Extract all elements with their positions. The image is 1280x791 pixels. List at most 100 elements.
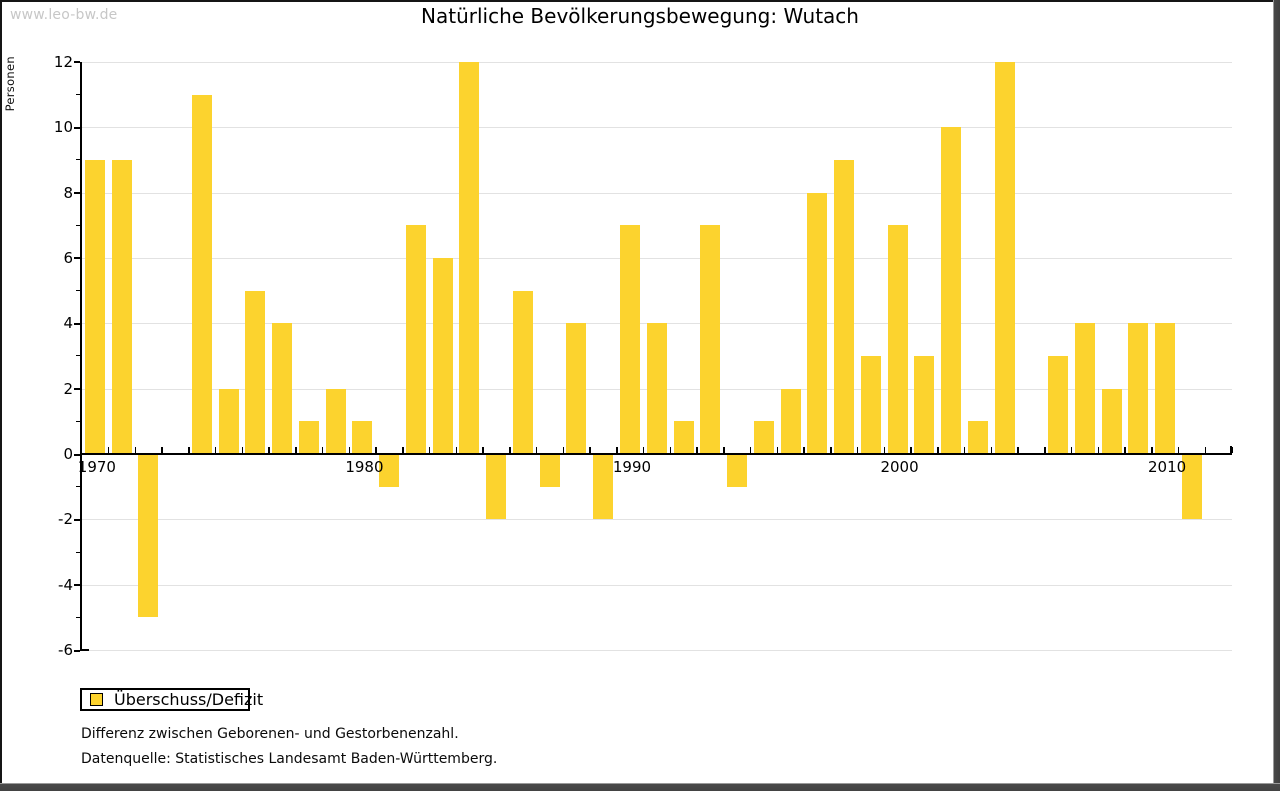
x-tick [134, 447, 136, 453]
y-tick-label: 4 [63, 314, 73, 333]
legend-swatch [90, 693, 103, 706]
x-tick [214, 447, 217, 453]
bar [566, 323, 587, 453]
y-minor-tick [76, 486, 80, 488]
x-tick [268, 447, 270, 453]
gridline [81, 584, 1232, 586]
bar [619, 225, 640, 453]
x-axis-end-tick [1230, 446, 1232, 453]
bar [325, 388, 346, 453]
bar [84, 159, 105, 453]
bar [807, 192, 828, 453]
x-tick [723, 447, 725, 453]
bar [700, 225, 721, 453]
chart-title: Natürliche Bevölkerungsbewegung: Wutach [421, 4, 859, 28]
bar [272, 323, 293, 453]
x-tick [589, 447, 591, 453]
bar [405, 225, 426, 453]
y-tick-label: 0 [63, 445, 73, 463]
x-tick-label: 1980 [345, 458, 384, 476]
y-major-tick [74, 61, 80, 64]
bar [967, 421, 988, 453]
y-minor-tick [76, 551, 80, 553]
y-major-tick [74, 192, 80, 195]
window-frame-bottom [0, 783, 1280, 791]
x-tick [1124, 447, 1126, 453]
gridline [81, 519, 1232, 521]
bar [138, 455, 159, 618]
y-tick-label: 12 [53, 52, 73, 71]
gridline [81, 61, 1232, 63]
x-tick [348, 447, 351, 453]
x-tick [749, 447, 752, 453]
y-tick-label: -6 [58, 641, 73, 659]
x-tick [321, 447, 324, 453]
bar [298, 421, 319, 453]
bar [512, 290, 533, 453]
y-tick-label: 8 [63, 183, 73, 202]
y-minor-tick [76, 94, 80, 96]
x-tick [509, 447, 511, 453]
x-tick [1097, 447, 1100, 453]
y-major-tick [74, 649, 80, 652]
bar [753, 421, 774, 453]
x-tick [161, 447, 163, 453]
x-tick [1204, 447, 1207, 453]
x-tick-label: 2000 [880, 458, 919, 476]
gridline [81, 192, 1232, 194]
bar [887, 225, 908, 453]
x-tick [562, 447, 565, 453]
x-tick [107, 447, 110, 453]
bar [111, 159, 132, 453]
x-tick [642, 447, 645, 453]
y-tick-label: 10 [53, 118, 73, 137]
bar [1181, 455, 1202, 520]
x-tick [1177, 447, 1180, 453]
x-tick [883, 447, 886, 453]
x-tick [910, 447, 912, 453]
x-tick [963, 447, 966, 453]
x-tick [188, 447, 190, 453]
y-minor-tick [76, 159, 80, 161]
bar [914, 355, 935, 453]
x-tick [375, 447, 377, 453]
y-axis-title: Personen [3, 56, 17, 112]
x-tick [1017, 447, 1019, 453]
y-minor-tick [76, 224, 80, 226]
gridline [81, 127, 1232, 129]
bar [1074, 323, 1095, 453]
x-tick [1231, 447, 1233, 453]
bar [780, 388, 801, 453]
bar [727, 455, 748, 487]
bar [994, 61, 1015, 453]
x-tick [241, 447, 244, 453]
x-tick [455, 447, 458, 453]
y-minor-tick [76, 420, 80, 422]
window-frame-left [0, 0, 2, 791]
bar [218, 388, 239, 453]
y-major-tick [74, 257, 80, 260]
x-tick [402, 447, 404, 453]
bar [459, 61, 480, 453]
x-tick-label: 2010 [1148, 458, 1187, 476]
watermark: www.leo-bw.de [10, 7, 118, 23]
y-tick-label: -2 [58, 510, 73, 529]
x-tick [856, 447, 859, 453]
x-tick [428, 447, 431, 453]
footnote-definition: Differenz zwischen Geborenen- und Gestor… [81, 726, 459, 742]
bar [352, 421, 373, 453]
x-tick-label: 1990 [612, 458, 652, 476]
bar [941, 127, 962, 453]
x-tick [803, 447, 805, 453]
bar [673, 421, 694, 453]
legend-box: Überschuss/Defizit [80, 688, 263, 711]
bar [1101, 388, 1122, 453]
bar [379, 455, 400, 487]
bar [432, 257, 453, 453]
y-major-tick [74, 453, 80, 456]
window-frame-top [0, 0, 1280, 2]
x-tick [1044, 447, 1046, 453]
x-tick [776, 447, 779, 453]
footnote-source: Datenquelle: Statistisches Landesamt Bad… [81, 751, 498, 767]
